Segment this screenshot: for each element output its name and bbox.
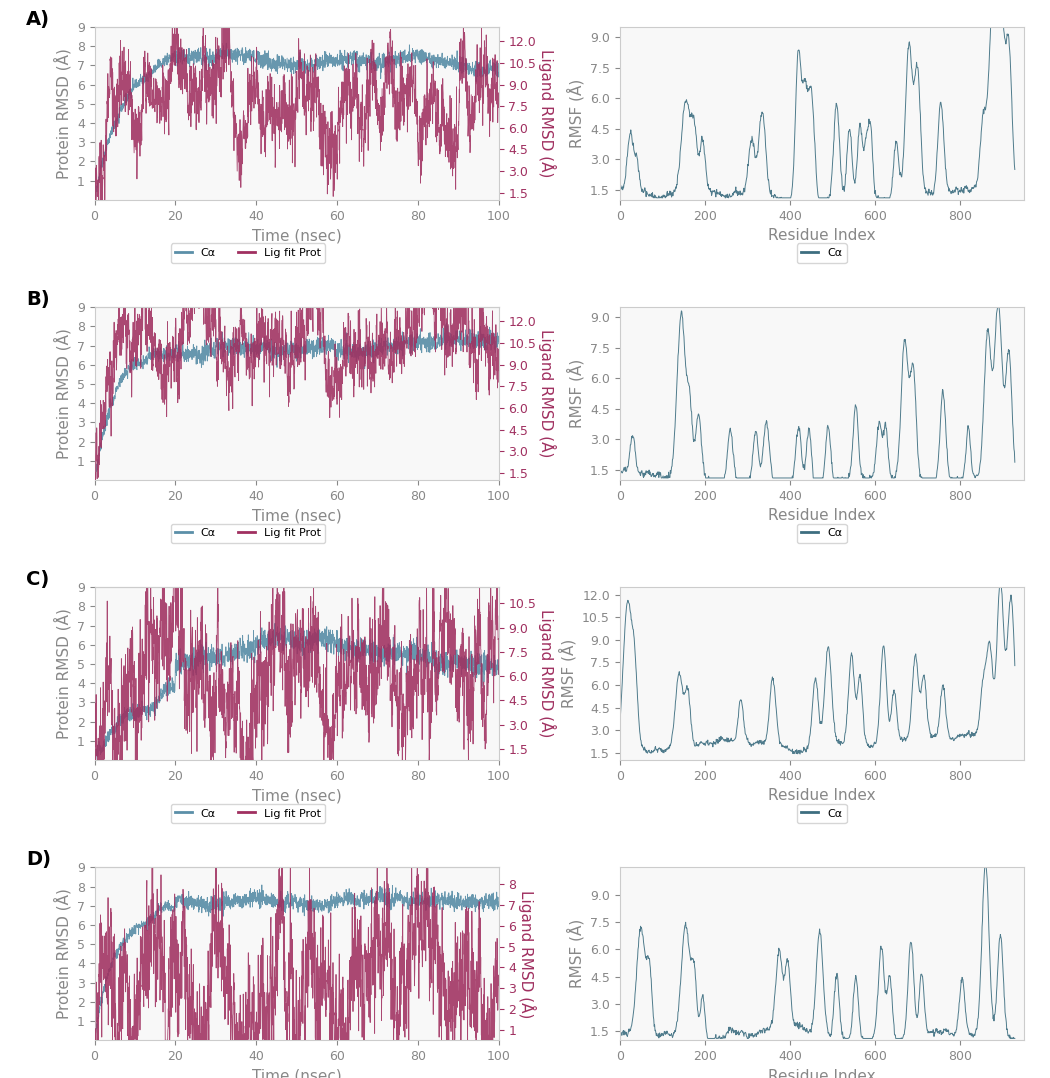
Legend: Cα, Lig fit Prot: Cα, Lig fit Prot [171, 804, 326, 824]
Y-axis label: Protein RMSD (Å): Protein RMSD (Å) [54, 49, 71, 179]
X-axis label: Time (nsec): Time (nsec) [252, 1068, 341, 1078]
Y-axis label: Protein RMSD (Å): Protein RMSD (Å) [54, 608, 71, 740]
X-axis label: Residue Index: Residue Index [768, 229, 876, 244]
X-axis label: Time (nsec): Time (nsec) [252, 788, 341, 803]
Legend: Cα: Cα [797, 804, 846, 824]
Legend: Cα, Lig fit Prot: Cα, Lig fit Prot [171, 524, 326, 543]
Y-axis label: RMSF (Å): RMSF (Å) [567, 79, 585, 148]
X-axis label: Residue Index: Residue Index [768, 509, 876, 523]
Y-axis label: Ligand RMSD (Å): Ligand RMSD (Å) [538, 330, 555, 458]
Legend: Cα: Cα [797, 524, 846, 543]
Text: A): A) [26, 10, 49, 29]
Legend: Cα: Cα [797, 244, 846, 263]
Y-axis label: Protein RMSD (Å): Protein RMSD (Å) [54, 328, 71, 459]
Y-axis label: Protein RMSD (Å): Protein RMSD (Å) [54, 888, 71, 1019]
X-axis label: Time (nsec): Time (nsec) [252, 229, 341, 244]
X-axis label: Residue Index: Residue Index [768, 788, 876, 803]
Text: C): C) [26, 570, 49, 589]
Y-axis label: RMSF (Å): RMSF (Å) [559, 639, 576, 708]
Legend: Cα, Lig fit Prot: Cα, Lig fit Prot [171, 244, 326, 263]
Y-axis label: Ligand RMSD (Å): Ligand RMSD (Å) [538, 50, 555, 178]
X-axis label: Residue Index: Residue Index [768, 1068, 876, 1078]
Text: B): B) [26, 290, 49, 308]
Y-axis label: Ligand RMSD (Å): Ligand RMSD (Å) [538, 609, 555, 737]
Y-axis label: RMSF (Å): RMSF (Å) [567, 920, 585, 989]
Y-axis label: RMSF (Å): RMSF (Å) [567, 359, 585, 428]
X-axis label: Time (nsec): Time (nsec) [252, 509, 341, 523]
Y-axis label: Ligand RMSD (Å): Ligand RMSD (Å) [518, 889, 536, 1018]
Text: D): D) [26, 851, 50, 869]
